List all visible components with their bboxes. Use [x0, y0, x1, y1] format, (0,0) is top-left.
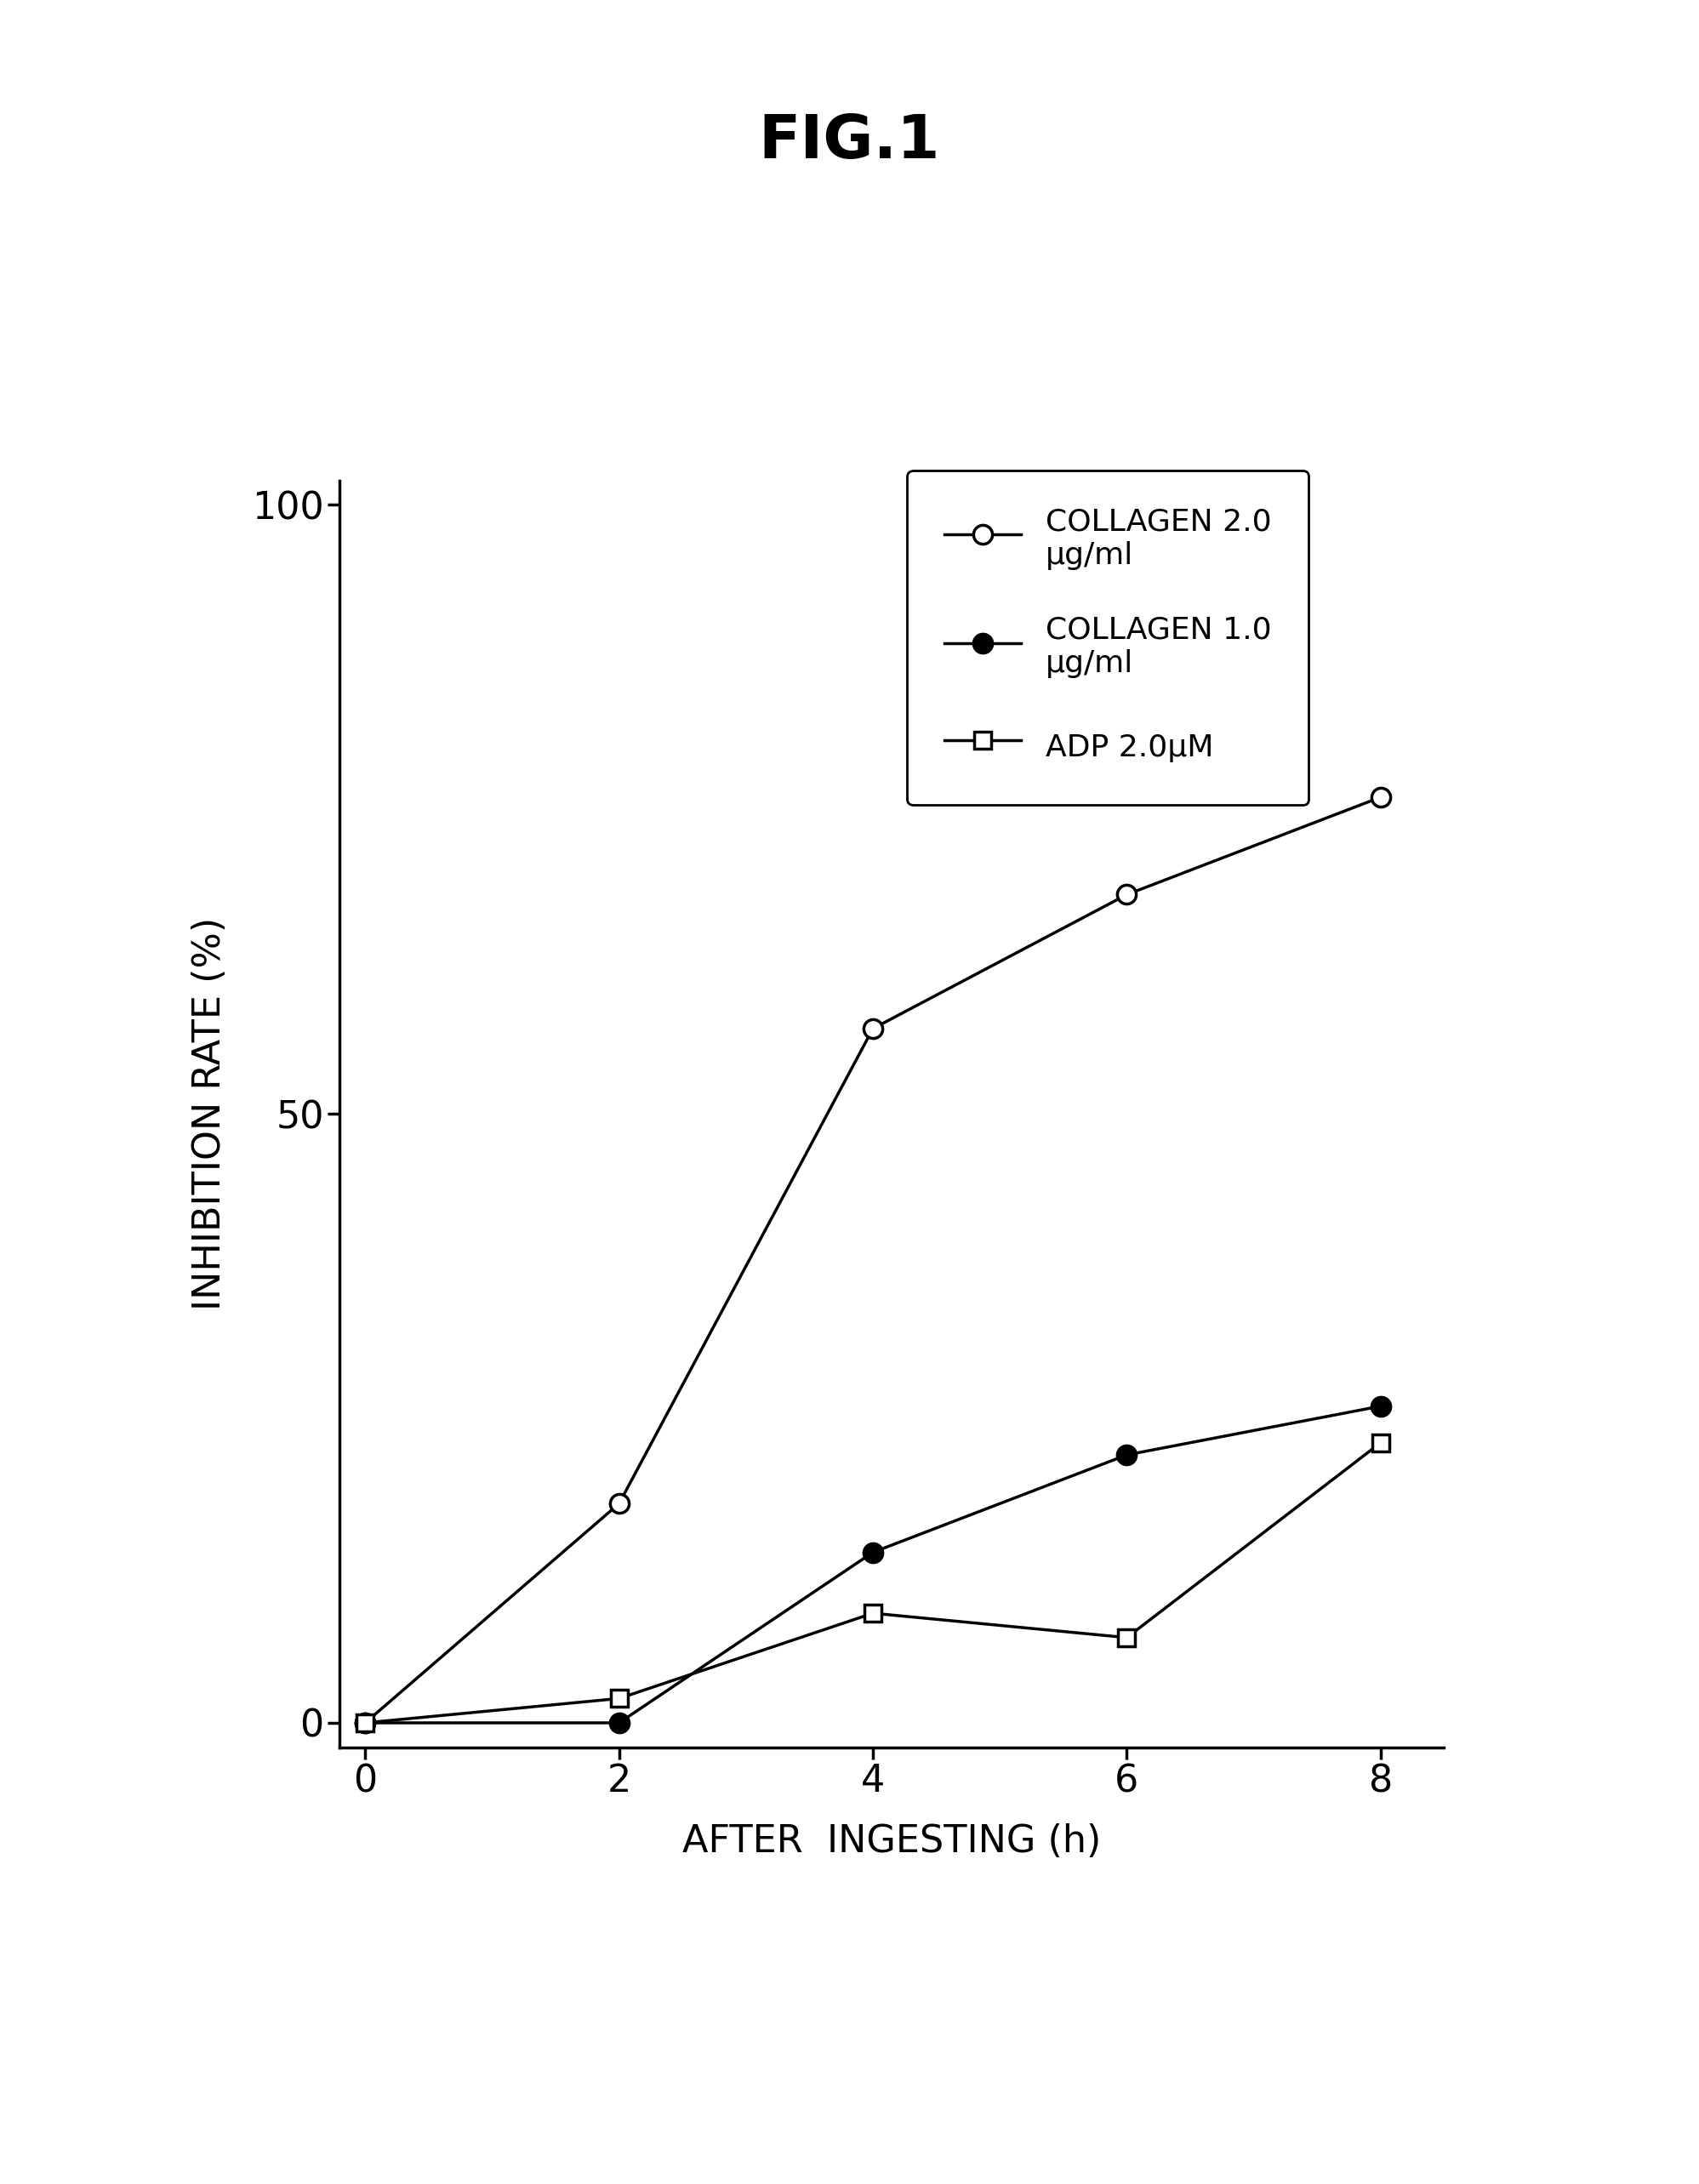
Text: FIG.1: FIG.1 [759, 114, 940, 170]
Y-axis label: INHIBITION RATE (%): INHIBITION RATE (%) [192, 917, 228, 1310]
X-axis label: AFTER  INGESTING (h): AFTER INGESTING (h) [683, 1824, 1101, 1861]
Legend: COLLAGEN 2.0
μg/ml, COLLAGEN 1.0
μg/ml, ADP 2.0μM: COLLAGEN 2.0 μg/ml, COLLAGEN 1.0 μg/ml, … [907, 470, 1308, 804]
